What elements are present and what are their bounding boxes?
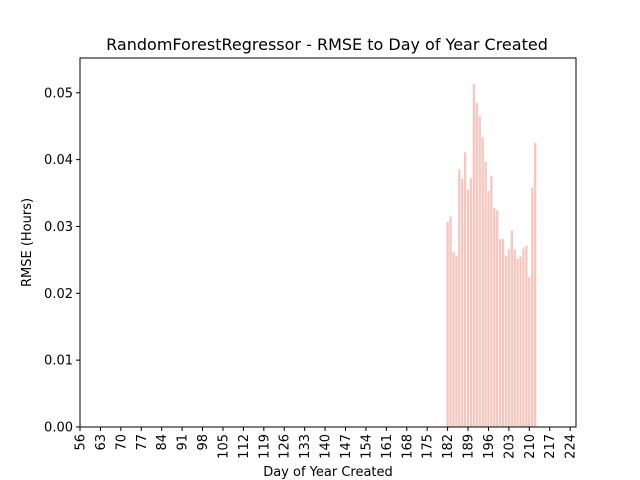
y-axis: 0.00 0.01 0.02 0.03 0.04 0.05 <box>44 86 80 436</box>
bar <box>475 102 478 427</box>
y-axis-label: RMSE (Hours) <box>20 198 35 287</box>
x-tick-label: 112 <box>237 434 252 459</box>
bars-layer <box>446 84 537 428</box>
bar <box>452 251 455 427</box>
bar <box>463 152 467 427</box>
bar <box>528 277 531 427</box>
x-tick-label: 140 <box>319 434 334 459</box>
x-tick-label: 189 <box>462 434 477 459</box>
x-tick-label: 182 <box>441 434 456 459</box>
bar <box>501 239 505 427</box>
bar <box>466 189 470 427</box>
bar <box>455 255 458 427</box>
y-tick-label: 0.00 <box>44 421 73 436</box>
bar <box>519 256 522 427</box>
x-tick-label: 70 <box>114 434 129 451</box>
x-tick-label: 168 <box>400 434 415 459</box>
x-tick-label: 154 <box>359 434 374 459</box>
x-tick-label: 133 <box>298 434 313 459</box>
bar <box>504 255 508 427</box>
bar <box>525 245 528 427</box>
x-tick-label: 84 <box>155 434 170 451</box>
bar <box>481 136 484 427</box>
x-tick-label: 98 <box>196 434 211 451</box>
x-tick-label: 210 <box>523 434 538 459</box>
y-tick-label: 0.01 <box>44 354 73 369</box>
y-tick-label: 0.03 <box>44 220 73 235</box>
bar <box>493 208 496 427</box>
x-tick-label: 91 <box>176 434 191 451</box>
bar <box>484 161 487 428</box>
x-tick-label: 175 <box>421 434 436 459</box>
chart-title: RandomForestRegressor - RMSE to Day of Y… <box>106 35 548 54</box>
bar <box>490 176 493 427</box>
bar <box>498 239 502 427</box>
bar <box>522 248 525 427</box>
x-tick-label: 203 <box>502 434 517 459</box>
x-axis: 56 63 70 77 84 91 98 105 112 119 126 133 140 147 154 16… <box>74 427 579 459</box>
x-tick-label: 105 <box>216 434 231 459</box>
bar <box>472 84 476 427</box>
bar <box>513 249 516 427</box>
x-tick-label: 77 <box>135 434 150 451</box>
bar <box>458 169 461 427</box>
x-tick-label: 119 <box>257 434 272 459</box>
x-tick-label: 196 <box>482 434 497 459</box>
y-tick-label: 0.05 <box>44 86 73 101</box>
x-tick-label: 224 <box>564 434 579 459</box>
x-tick-label: 217 <box>543 434 558 459</box>
bar <box>461 178 464 427</box>
x-axis-label: Day of Year Created <box>263 465 393 480</box>
x-tick-label: 126 <box>278 434 293 459</box>
x-tick-label: 161 <box>380 434 395 459</box>
y-tick-label: 0.04 <box>44 153 73 168</box>
bar <box>446 221 449 427</box>
x-tick-label: 147 <box>339 434 354 459</box>
bar <box>496 210 499 427</box>
bar <box>531 187 534 427</box>
bar <box>449 216 452 427</box>
bar <box>507 249 511 427</box>
plot-frame <box>79 57 577 428</box>
bar <box>533 142 537 427</box>
bar <box>478 116 481 427</box>
x-tick-label: 56 <box>74 434 89 451</box>
bar <box>510 230 513 427</box>
bar <box>516 258 519 427</box>
bar <box>469 178 473 427</box>
y-tick-label: 0.02 <box>44 287 73 302</box>
x-tick-label: 63 <box>94 434 109 451</box>
bar <box>487 191 490 427</box>
